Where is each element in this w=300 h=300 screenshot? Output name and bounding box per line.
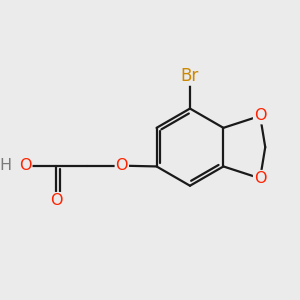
Text: O: O <box>19 158 32 173</box>
Text: Br: Br <box>181 67 199 85</box>
Text: O: O <box>254 108 266 123</box>
Text: O: O <box>116 158 128 173</box>
Text: H: H <box>0 158 11 173</box>
Text: O: O <box>50 193 62 208</box>
Text: O: O <box>254 171 266 186</box>
